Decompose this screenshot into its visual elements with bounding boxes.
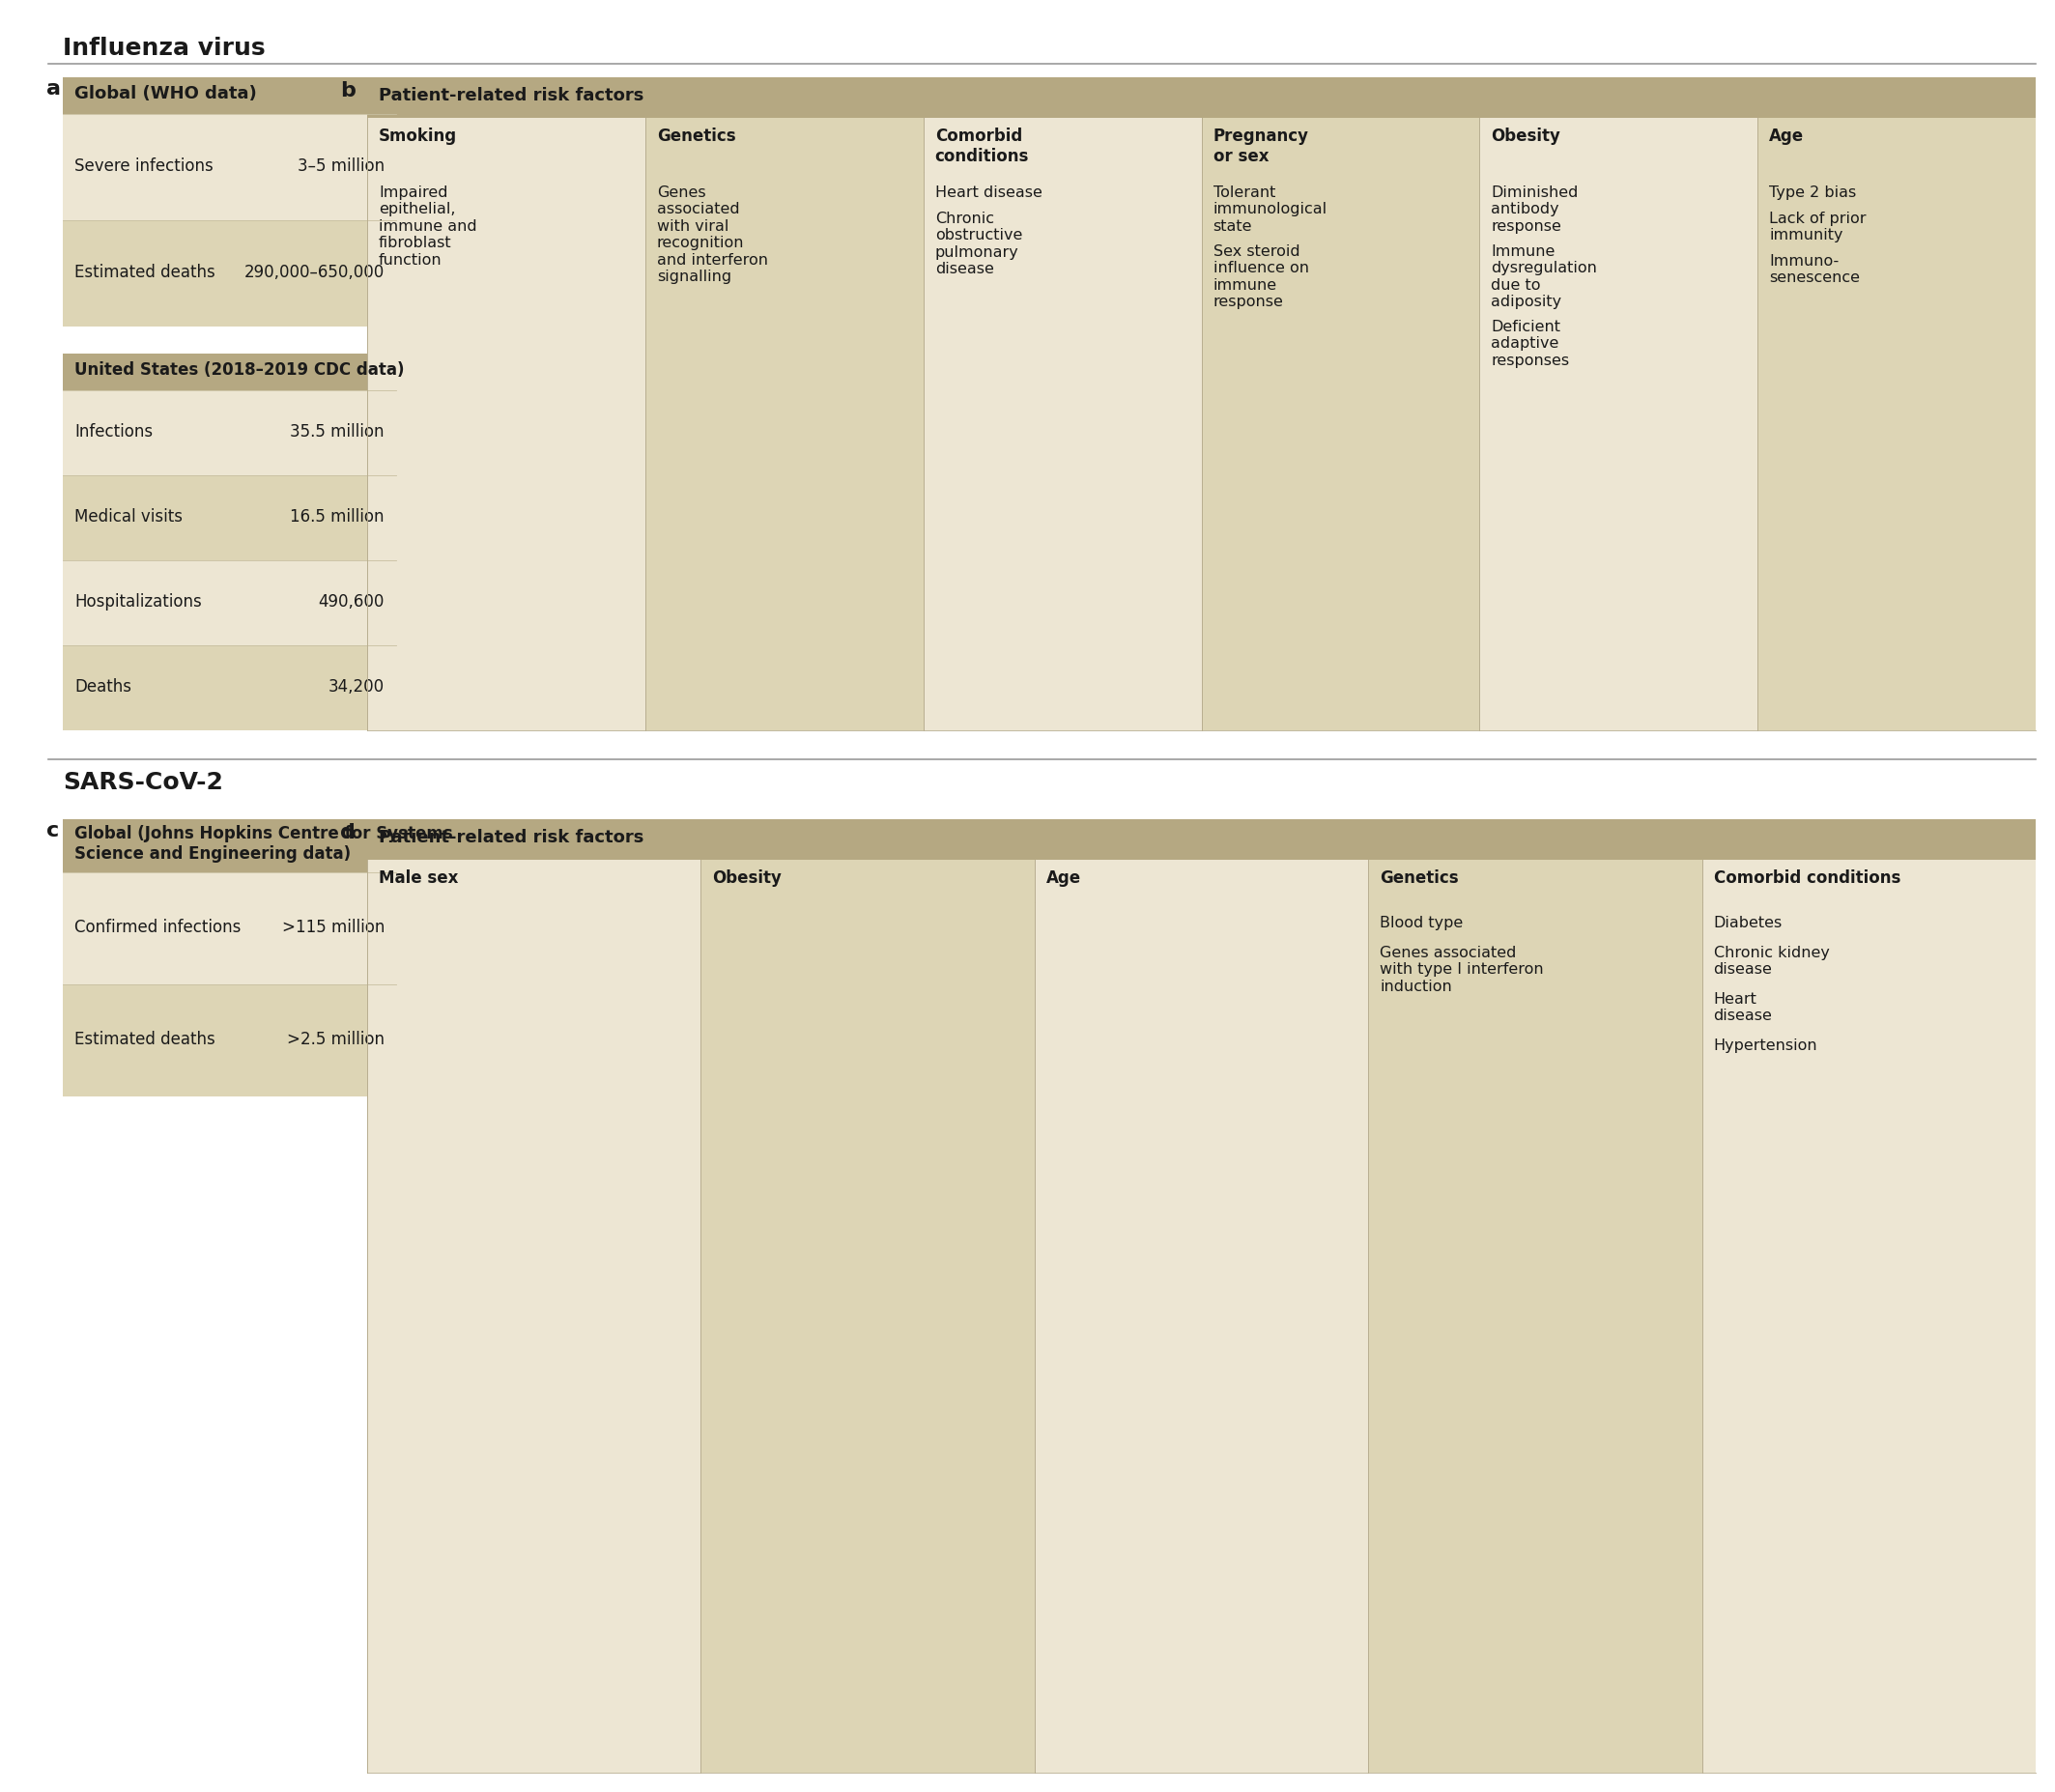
Text: >115 million: >115 million — [282, 919, 384, 935]
Text: Lack of prior
immunity: Lack of prior immunity — [1769, 211, 1866, 244]
Bar — [1480, 118, 1757, 172]
Text: a: a — [47, 79, 62, 99]
Text: Global (WHO data): Global (WHO data) — [74, 84, 257, 102]
Bar — [645, 172, 923, 731]
Text: Sex steroid
influence on
immune
response: Sex steroid influence on immune response — [1212, 244, 1309, 310]
Bar — [64, 391, 397, 475]
Bar — [1757, 118, 2037, 172]
Bar — [645, 118, 923, 172]
Text: Deficient
adaptive
responses: Deficient adaptive responses — [1492, 319, 1570, 367]
Bar — [1369, 860, 1702, 903]
Bar — [368, 860, 701, 903]
Text: Impaired
epithelial,
immune and
fibroblast
function: Impaired epithelial, immune and fibrobla… — [378, 186, 477, 267]
Text: c: c — [47, 821, 60, 840]
Text: Genes
associated
with viral
recognition
and interferon
signalling: Genes associated with viral recognition … — [658, 186, 769, 283]
Bar — [64, 873, 397, 984]
Text: Medical visits: Medical visits — [74, 509, 183, 525]
Text: Genes associated
with type I interferon
induction: Genes associated with type I interferon … — [1379, 946, 1543, 995]
Bar — [701, 860, 1034, 903]
Text: Diabetes: Diabetes — [1714, 916, 1782, 930]
Text: Comorbid conditions: Comorbid conditions — [1714, 869, 1901, 887]
Text: Hypertension: Hypertension — [1714, 1039, 1817, 1054]
Bar — [368, 819, 2037, 860]
Text: 34,200: 34,200 — [329, 677, 384, 695]
Bar — [368, 118, 645, 172]
Text: d: d — [339, 823, 356, 842]
Bar — [64, 475, 397, 561]
Text: United States (2018–2019 CDC data): United States (2018–2019 CDC data) — [74, 362, 405, 378]
Text: Immuno-
senescence: Immuno- senescence — [1769, 254, 1860, 285]
Bar — [923, 172, 1202, 731]
Bar — [701, 903, 1034, 1772]
Bar — [1480, 172, 1757, 731]
Text: Estimated deaths: Estimated deaths — [74, 263, 216, 281]
Text: Influenza virus: Influenza virus — [64, 36, 265, 59]
Bar — [64, 561, 397, 645]
Text: >2.5 million: >2.5 million — [288, 1030, 384, 1048]
Text: Genetics: Genetics — [658, 127, 736, 145]
Bar — [1369, 903, 1702, 1772]
Text: Type 2 bias: Type 2 bias — [1769, 186, 1856, 201]
Text: Pregnancy
or sex: Pregnancy or sex — [1212, 127, 1309, 165]
Text: 16.5 million: 16.5 million — [290, 509, 384, 525]
Text: 3–5 million: 3–5 million — [298, 158, 384, 176]
Bar — [1702, 860, 2037, 903]
Text: Obesity: Obesity — [1492, 127, 1560, 145]
Text: Deaths: Deaths — [74, 677, 132, 695]
Bar — [368, 172, 645, 731]
Text: Chronic
obstructive
pulmonary
disease: Chronic obstructive pulmonary disease — [935, 211, 1021, 276]
Bar — [368, 903, 701, 1772]
Bar — [368, 77, 2037, 118]
Bar — [1702, 903, 2037, 1772]
Text: 290,000–650,000: 290,000–650,000 — [245, 263, 384, 281]
Text: Confirmed infections: Confirmed infections — [74, 919, 240, 935]
Text: Diminished
antibody
response: Diminished antibody response — [1492, 186, 1578, 233]
Bar — [1202, 172, 1480, 731]
Text: Age: Age — [1046, 869, 1081, 887]
Text: Patient-related risk factors: Patient-related risk factors — [378, 830, 643, 846]
Text: Obesity: Obesity — [713, 869, 781, 887]
Text: Patient-related risk factors: Patient-related risk factors — [378, 88, 643, 104]
Text: Age: Age — [1769, 127, 1804, 145]
Bar — [1757, 172, 2037, 731]
Bar — [1034, 860, 1369, 903]
Text: Global (Johns Hopkins Centre for Systems
Science and Engineering data): Global (Johns Hopkins Centre for Systems… — [74, 824, 452, 862]
Text: SARS-CoV-2: SARS-CoV-2 — [64, 771, 224, 794]
Bar — [64, 819, 397, 873]
Text: Comorbid
conditions: Comorbid conditions — [935, 127, 1030, 165]
Text: Immune
dysregulation
due to
adiposity: Immune dysregulation due to adiposity — [1492, 244, 1597, 310]
Bar — [64, 645, 397, 731]
Text: Infections: Infections — [74, 423, 152, 441]
Text: Heart
disease: Heart disease — [1714, 993, 1771, 1023]
Text: Smoking: Smoking — [378, 127, 456, 145]
Text: Severe infections: Severe infections — [74, 158, 214, 176]
Text: Hospitalizations: Hospitalizations — [74, 593, 201, 611]
Text: 35.5 million: 35.5 million — [290, 423, 384, 441]
Text: Male sex: Male sex — [378, 869, 458, 887]
Text: 490,600: 490,600 — [319, 593, 384, 611]
Bar — [64, 353, 397, 391]
Text: Estimated deaths: Estimated deaths — [74, 1030, 216, 1048]
Bar — [64, 77, 397, 115]
Bar — [1202, 118, 1480, 172]
Text: b: b — [339, 81, 356, 100]
Bar — [64, 220, 397, 326]
Bar — [923, 118, 1202, 172]
Text: Chronic kidney
disease: Chronic kidney disease — [1714, 946, 1829, 977]
Bar — [1034, 903, 1369, 1772]
Text: Genetics: Genetics — [1379, 869, 1459, 887]
Text: Blood type: Blood type — [1379, 916, 1463, 930]
Text: Tolerant
immunological
state: Tolerant immunological state — [1212, 186, 1328, 233]
Bar — [64, 115, 397, 220]
Bar — [64, 984, 397, 1097]
Text: Heart disease: Heart disease — [935, 186, 1042, 201]
